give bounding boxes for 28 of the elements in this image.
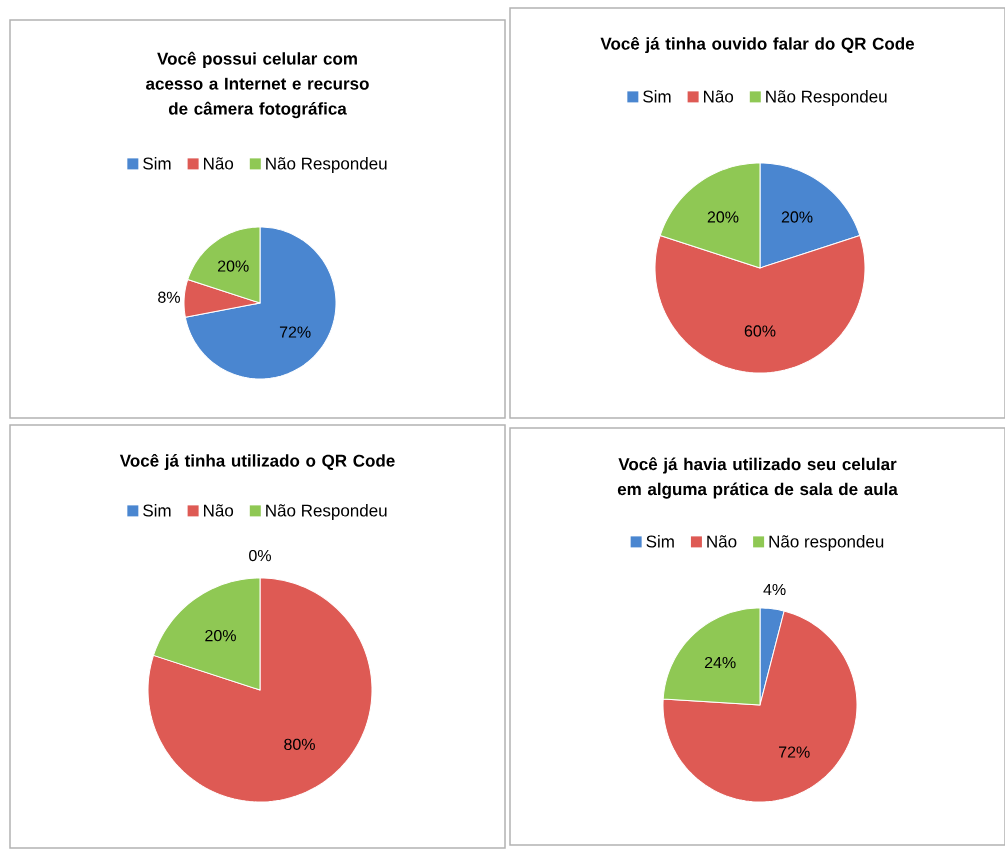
data-label: 20% (217, 260, 249, 272)
legend-label: Sim (143, 157, 171, 170)
data-label: 8% (158, 291, 180, 303)
data-label: 20% (205, 629, 236, 642)
legend-label: Não Respondeu (266, 504, 387, 520)
data-label: 4% (763, 583, 786, 596)
text: 0% (249, 549, 271, 562)
legend-label: Sim (143, 504, 171, 517)
chart-title: Você possui celular com acesso a Internet e recurso de câmera fotográfica (146, 51, 369, 119)
data-label: 20% (781, 211, 813, 223)
legend-label: Não (204, 157, 234, 170)
legend-label: Não respondeu (769, 535, 884, 551)
legend-label: Sim (643, 90, 671, 103)
data-label: 24% (704, 656, 736, 669)
legend-label: Não Respondeu (266, 157, 387, 173)
legend-label: Não (707, 535, 737, 548)
data-label: 20% (707, 211, 739, 223)
legend-label: Não Respondeu (766, 90, 887, 106)
data-label: 60% (744, 325, 776, 337)
data-label: 72% (779, 746, 810, 758)
legend-label: Não (204, 504, 234, 517)
chart-title: Você já tinha utilizado o QR Code (119, 453, 395, 471)
legend-label: Não (704, 90, 734, 103)
chart-title: Você já havia utilizado seu celular em alguma prática de sala de aula (617, 457, 898, 499)
legend-label: Sim (646, 535, 674, 548)
data-label: 80% (284, 738, 315, 751)
chart-title: Você já tinha ouvido falar do QR Code (600, 36, 915, 54)
data-label: 72% (279, 326, 311, 338)
